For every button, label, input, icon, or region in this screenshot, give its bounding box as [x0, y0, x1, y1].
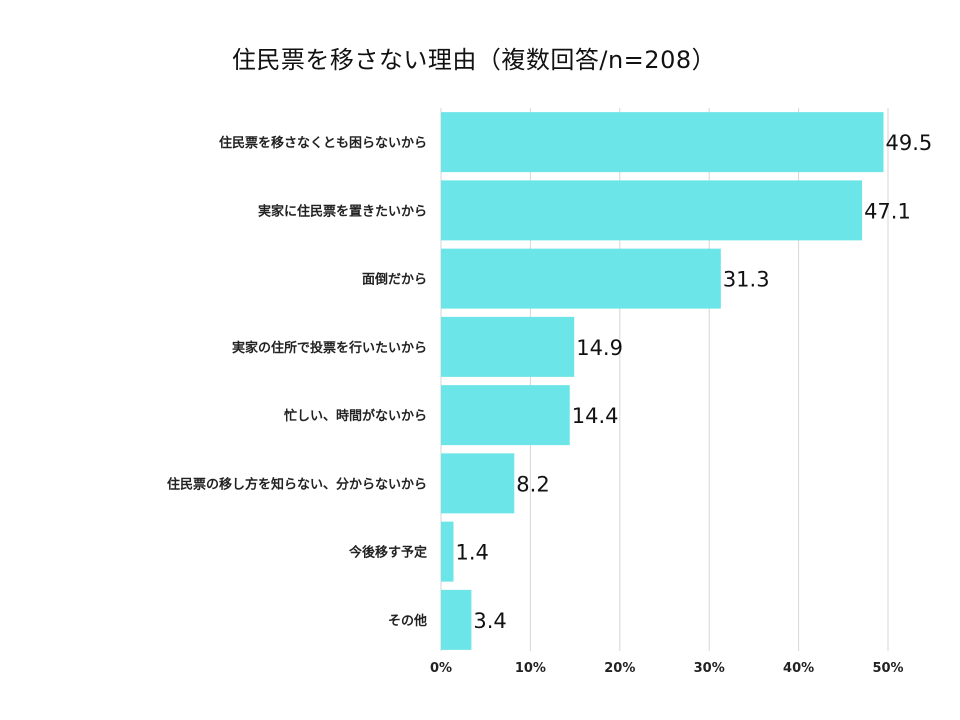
bar	[441, 248, 721, 309]
bar	[441, 521, 454, 582]
bars	[441, 112, 884, 650]
x-tick-label: 50%	[872, 661, 903, 676]
x-tick-label: 0%	[430, 661, 452, 676]
chart-title: 住民票を移さない理由（複数回答/n=208）	[231, 46, 717, 74]
category-label: 住民票を移さなくとも困らないから	[219, 135, 427, 151]
category-label: 実家に住民票を置きたいから	[258, 203, 427, 219]
x-tick-label: 10%	[515, 661, 546, 676]
value-label: 8.2	[516, 472, 549, 496]
bar	[441, 112, 884, 173]
bar	[441, 589, 472, 650]
bar	[441, 180, 863, 241]
value-label: 31.3	[723, 268, 770, 292]
value-label: 14.9	[576, 336, 623, 360]
bar	[441, 316, 575, 377]
value-label: 3.4	[473, 609, 506, 633]
x-axis-tick-labels: 0% 10% 20% 30% 40% 50%	[430, 661, 904, 676]
bar	[441, 453, 515, 514]
x-tick-label: 40%	[783, 661, 814, 676]
category-labels: 住民票を移さなくとも困らないから実家に住民票を置きたいから面倒だから実家の住所で…	[167, 135, 427, 629]
x-tick-label: 30%	[694, 661, 725, 676]
category-label: 住民票の移し方を知らない、分からないから	[167, 476, 427, 492]
value-label: 47.1	[864, 199, 911, 223]
category-label: 実家の住所で投票を行いたいから	[232, 340, 427, 356]
value-label: 49.5	[886, 131, 933, 155]
x-tick-label: 20%	[604, 661, 635, 676]
value-label: 1.4	[456, 541, 489, 565]
category-label: 忙しい、時間がないから	[284, 408, 427, 424]
value-label: 14.4	[572, 404, 619, 428]
category-label: 今後移す予定	[348, 545, 427, 561]
bar	[441, 385, 570, 446]
category-label: 面倒だから	[362, 272, 427, 288]
value-labels: 49.5 47.1 31.3 14.9 14.4 8.2 1.4 3.4	[456, 131, 933, 633]
category-label: その他	[388, 613, 427, 629]
